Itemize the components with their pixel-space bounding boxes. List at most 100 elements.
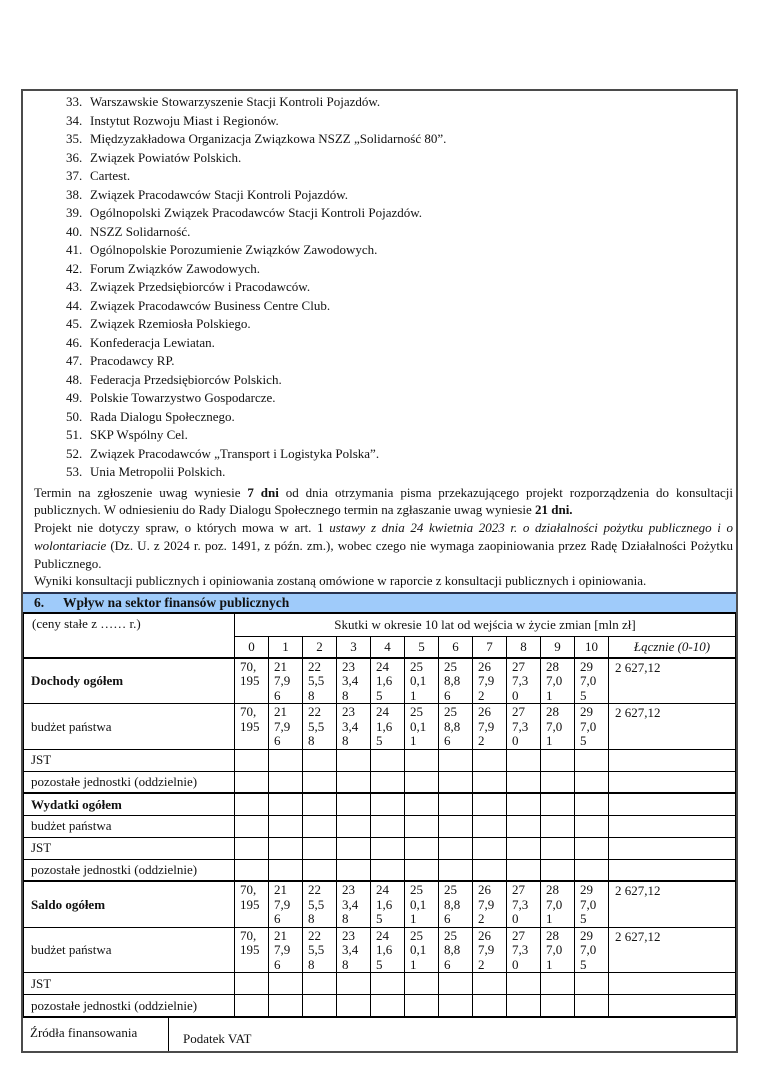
value-cell-year-10 [574, 770, 609, 794]
value-cell-year-10 [574, 792, 609, 816]
row-label: JST [23, 836, 235, 860]
list-item-number: 38. [66, 186, 83, 202]
value-cell-year-5: 250,11 [404, 880, 439, 928]
value-cell-year-3: 233,48 [336, 926, 371, 974]
value-cell-year-2 [302, 858, 337, 882]
table-row: JST [23, 836, 736, 860]
value-cell-year-5 [404, 972, 439, 996]
value-cell-year-4 [370, 792, 405, 816]
list-item-number: 43. [66, 279, 83, 294]
value-cell-year-1: 217,96 [268, 926, 303, 974]
list-item-text: Związek Pracodawców Business Centre Club… [90, 297, 331, 313]
value-cell-year-0 [234, 770, 269, 794]
value-cell-year-8: 277,30 [506, 926, 541, 974]
organization-list: 33. Warszawskie Stowarzyszenie Stacji Ko… [23, 91, 736, 483]
paragraph-segment: Termin na zgłoszenie uwag wyniesie [34, 484, 248, 500]
value-cell-year-4: 241,65 [370, 926, 405, 974]
value-cell-year-8: 277,30 [506, 656, 541, 705]
list-item-text: Związek Powiatów Polskich. [90, 149, 242, 165]
row-total [608, 814, 736, 838]
value-cell-year-9 [540, 814, 575, 838]
list-item: 37. Cartest. [66, 167, 732, 186]
value-cell-year-0: 70,195 [234, 880, 269, 928]
value-cell-year-5: 250,11 [404, 703, 439, 750]
list-item-number: 40. [66, 223, 83, 239]
value-cell-year-1 [268, 748, 303, 772]
paragraph-segment: ustawy z dnia 24 kwietnia 2023 r. o dzia… [34, 520, 733, 553]
paragraph: Projekt nie dotyczy spraw, o których mow… [34, 519, 733, 572]
value-cell-year-10: 297,05 [574, 703, 609, 750]
list-item-number: 48. [66, 371, 83, 387]
list-item-number: 37. [66, 168, 83, 183]
value-cell-year-2 [302, 792, 337, 816]
value-cell-year-4 [370, 858, 405, 882]
year-column-header: 8 [506, 636, 541, 659]
value-cell-year-0 [234, 994, 269, 1018]
list-item-text: Polskie Towarzystwo Gospodarcze. [90, 390, 276, 405]
list-item-number: 41. [66, 242, 83, 257]
value-cell-year-10 [574, 972, 609, 996]
paragraph: Termin na zgłoszenie uwag wyniesie 7 dni… [34, 484, 733, 520]
row-total [608, 858, 736, 882]
list-item: 45. Związek Rzemiosła Polskiego. [66, 315, 732, 334]
finance-table-body: (ceny stałe z …… r.) Skutki w okresie 10… [23, 613, 736, 1018]
row-total [608, 836, 736, 860]
list-item-text: Związek Pracodawców „Transport i Logisty… [90, 445, 380, 461]
funding-sources-label: Źródła finansowania [23, 1018, 169, 1052]
row-label: budżet państwa [23, 814, 235, 838]
row-label: pozostałe jednostki (oddzielnie) [23, 994, 235, 1018]
value-cell-year-10 [574, 836, 609, 860]
table-row: pozostałe jednostki (oddzielnie) [23, 770, 736, 794]
value-cell-year-5 [404, 770, 439, 794]
value-cell-year-6 [438, 748, 473, 772]
list-item-text: Rada Dialogu Społecznego. [90, 408, 235, 424]
value-cell-year-7: 267,92 [472, 880, 507, 928]
value-cell-year-9 [540, 836, 575, 860]
list-item-number: 34. [66, 112, 83, 128]
value-cell-year-4 [370, 814, 405, 838]
year-column-header: 4 [370, 636, 405, 659]
list-item-number: 47. [66, 353, 83, 368]
value-cell-year-2: 225,58 [302, 656, 337, 705]
value-cell-year-6: 258,86 [438, 880, 473, 928]
prices-note-cell: (ceny stałe z …… r.) [23, 613, 235, 659]
value-cell-year-7 [472, 748, 507, 772]
value-cell-year-6 [438, 770, 473, 794]
paragraph-segment: Projekt nie dotyczy spraw, o których mow… [34, 520, 330, 536]
document-page: 33. Warszawskie Stowarzyszenie Stacji Ko… [21, 89, 738, 1054]
list-item-number: 51. [66, 427, 83, 442]
list-item: 42. Forum Związków Zawodowych. [66, 260, 732, 279]
row-total [608, 994, 736, 1018]
list-item: 51. SKP Wspólny Cel. [66, 426, 732, 445]
list-item: 41. Ogólnopolskie Porozumienie Związków … [66, 241, 732, 260]
list-item: 35. Międzyzakładowa Organizacja Związkow… [66, 130, 732, 149]
value-cell-year-7: 267,92 [472, 656, 507, 705]
paragraph-segment: Wyniki konsultacji publicznych i opiniow… [34, 573, 647, 589]
row-total [608, 770, 736, 794]
value-cell-year-2 [302, 836, 337, 860]
value-cell-year-1 [268, 858, 303, 882]
value-cell-year-5 [404, 792, 439, 816]
value-cell-year-8 [506, 814, 541, 838]
year-column-header: 7 [472, 636, 507, 659]
row-label: JST [23, 972, 235, 996]
value-cell-year-3 [336, 836, 371, 860]
value-cell-year-4 [370, 748, 405, 772]
value-cell-year-8 [506, 748, 541, 772]
row-label: Wydatki ogółem [23, 792, 235, 816]
value-cell-year-1 [268, 770, 303, 794]
list-item-number: 39. [66, 205, 83, 220]
list-item-text: Warszawskie Stowarzyszenie Stacji Kontro… [90, 94, 381, 109]
value-cell-year-3 [336, 858, 371, 882]
table-row: budżet państwa [23, 814, 736, 838]
funding-sources-row: Źródła finansowania Podatek VAT [23, 1016, 736, 1052]
value-cell-year-0: 70,195 [234, 926, 269, 974]
value-cell-year-7 [472, 972, 507, 996]
value-cell-year-8 [506, 858, 541, 882]
list-item-text: Międzyzakładowa Organizacja Związkowa NS… [90, 131, 447, 146]
value-cell-year-5: 250,11 [404, 656, 439, 705]
row-label: pozostałe jednostki (oddzielnie) [23, 770, 235, 794]
list-item: 47. Pracodawcy RP. [66, 352, 732, 371]
list-item-text: Konfederacja Lewiatan. [90, 334, 215, 350]
list-item: 38. Związek Pracodawców Stacji Kontroli … [66, 186, 732, 205]
